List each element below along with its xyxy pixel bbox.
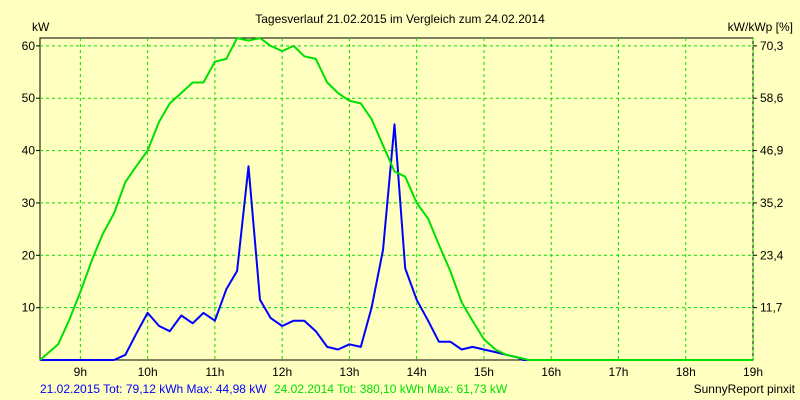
y-tick-label-left: 40	[22, 144, 36, 158]
y-tick-label-left: 60	[22, 39, 36, 53]
x-tick-label: 9h	[74, 365, 87, 379]
credit-text: SunnyReport pinxit	[694, 382, 796, 396]
chart-title: Tagesverlauf 21.02.2015 im Vergleich zum…	[255, 12, 545, 26]
y-tick-label-left: 10	[22, 301, 36, 315]
footer-series-2: 24.02.2014 Tot: 380,10 kWh Max: 61,73 kW	[274, 382, 508, 396]
x-tick-label: 16h	[541, 365, 561, 379]
y-tick-label-right: 70,3	[760, 39, 784, 53]
series-layer	[39, 37, 753, 361]
x-tick-label: 14h	[407, 365, 427, 379]
x-tick-label: 15h	[474, 365, 494, 379]
right-unit-label: kW/kWp [%]	[728, 20, 793, 34]
y-tick-label-left: 20	[22, 248, 36, 262]
x-tick-label: 11h	[205, 365, 224, 379]
y-tick-label-right: 11,7	[760, 301, 783, 315]
plot-area	[39, 37, 754, 361]
y-tick-label-right: 58,6	[760, 91, 784, 105]
x-tick-label: 19h	[743, 365, 763, 379]
x-tick-label: 13h	[339, 365, 359, 379]
y-tick-label-right: 46,9	[760, 144, 784, 158]
y-tick-label-left: 50	[22, 91, 36, 105]
footer-series-1: 21.02.2015 Tot: 79,12 kWh Max: 44,98 kW	[40, 382, 267, 396]
y-tick-label-left: 30	[22, 196, 36, 210]
x-tick-label: 17h	[608, 365, 628, 379]
y-tick-label-right: 35,2	[760, 196, 784, 210]
left-unit-label: kW	[32, 20, 50, 34]
x-tick-label: 18h	[676, 365, 696, 379]
y-tick-label-right: 23,4	[760, 248, 784, 262]
x-tick-label: 12h	[272, 365, 292, 379]
x-tick-label: 10h	[138, 365, 158, 379]
series-line-2	[39, 37, 753, 361]
axes: 9h 10h 11h 12h 13h 14h 15h 16h 17h 18h 19h 10 11,7 20…	[22, 39, 784, 379]
footer-summary: 21.02.2015 Tot: 79,12 kWh Max: 44,98 kW …	[40, 382, 508, 396]
